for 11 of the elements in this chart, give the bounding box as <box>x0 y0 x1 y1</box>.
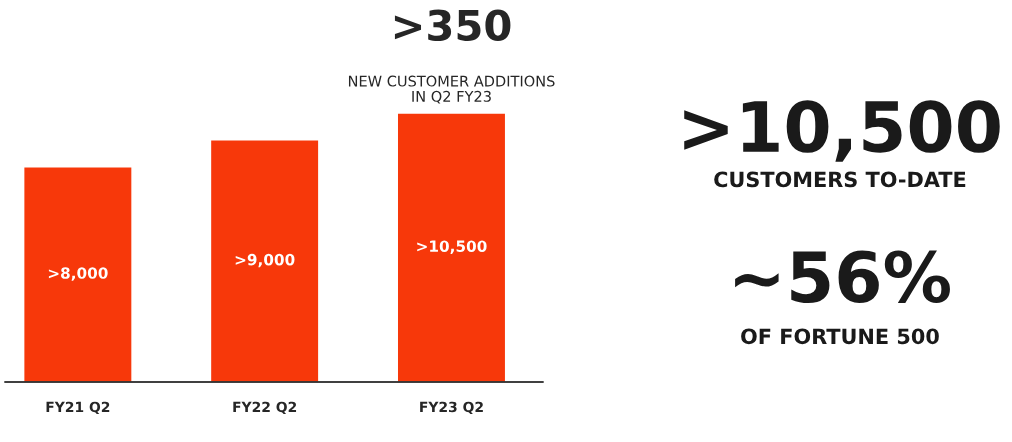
data-label: >9,000 <box>235 253 295 268</box>
data-label: >10,500 <box>417 240 487 254</box>
text: CUSTOMERS TO-DATE <box>714 171 966 188</box>
x-tick-label: FY21 Q2 <box>46 401 110 415</box>
x-tick-label: FY23 Q2 <box>420 401 483 415</box>
text: ~56% <box>735 250 950 304</box>
text: OF FORTUNE 500 <box>741 328 939 345</box>
data-label: >8,000 <box>48 267 108 281</box>
x-tick-label: FY22 Q2 <box>233 401 297 415</box>
text: >10,500 <box>684 100 1000 162</box>
annotation: >350 NEW CUSTOMER ADDITIONS IN Q2 FY23 <box>348 9 555 104</box>
